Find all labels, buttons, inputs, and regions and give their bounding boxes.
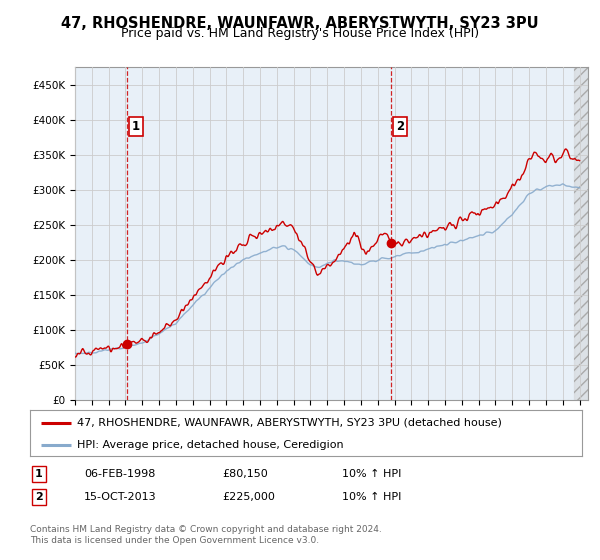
- Text: 10% ↑ HPI: 10% ↑ HPI: [342, 492, 401, 502]
- Text: Contains HM Land Registry data © Crown copyright and database right 2024.
This d: Contains HM Land Registry data © Crown c…: [30, 525, 382, 545]
- Text: £225,000: £225,000: [222, 492, 275, 502]
- Text: 1: 1: [132, 120, 140, 133]
- Text: HPI: Average price, detached house, Ceredigion: HPI: Average price, detached house, Cere…: [77, 440, 344, 450]
- Text: Price paid vs. HM Land Registry's House Price Index (HPI): Price paid vs. HM Land Registry's House …: [121, 27, 479, 40]
- Text: 2: 2: [396, 120, 404, 133]
- Text: 47, RHOSHENDRE, WAUNFAWR, ABERYSTWYTH, SY23 3PU: 47, RHOSHENDRE, WAUNFAWR, ABERYSTWYTH, S…: [61, 16, 539, 31]
- Text: 1: 1: [35, 469, 43, 479]
- Text: 06-FEB-1998: 06-FEB-1998: [84, 469, 155, 479]
- Text: 2: 2: [35, 492, 43, 502]
- Text: 10% ↑ HPI: 10% ↑ HPI: [342, 469, 401, 479]
- Bar: [574, 67, 588, 400]
- Text: 15-OCT-2013: 15-OCT-2013: [84, 492, 157, 502]
- Bar: [574, 67, 588, 400]
- Text: 47, RHOSHENDRE, WAUNFAWR, ABERYSTWYTH, SY23 3PU (detached house): 47, RHOSHENDRE, WAUNFAWR, ABERYSTWYTH, S…: [77, 418, 502, 428]
- Text: £80,150: £80,150: [222, 469, 268, 479]
